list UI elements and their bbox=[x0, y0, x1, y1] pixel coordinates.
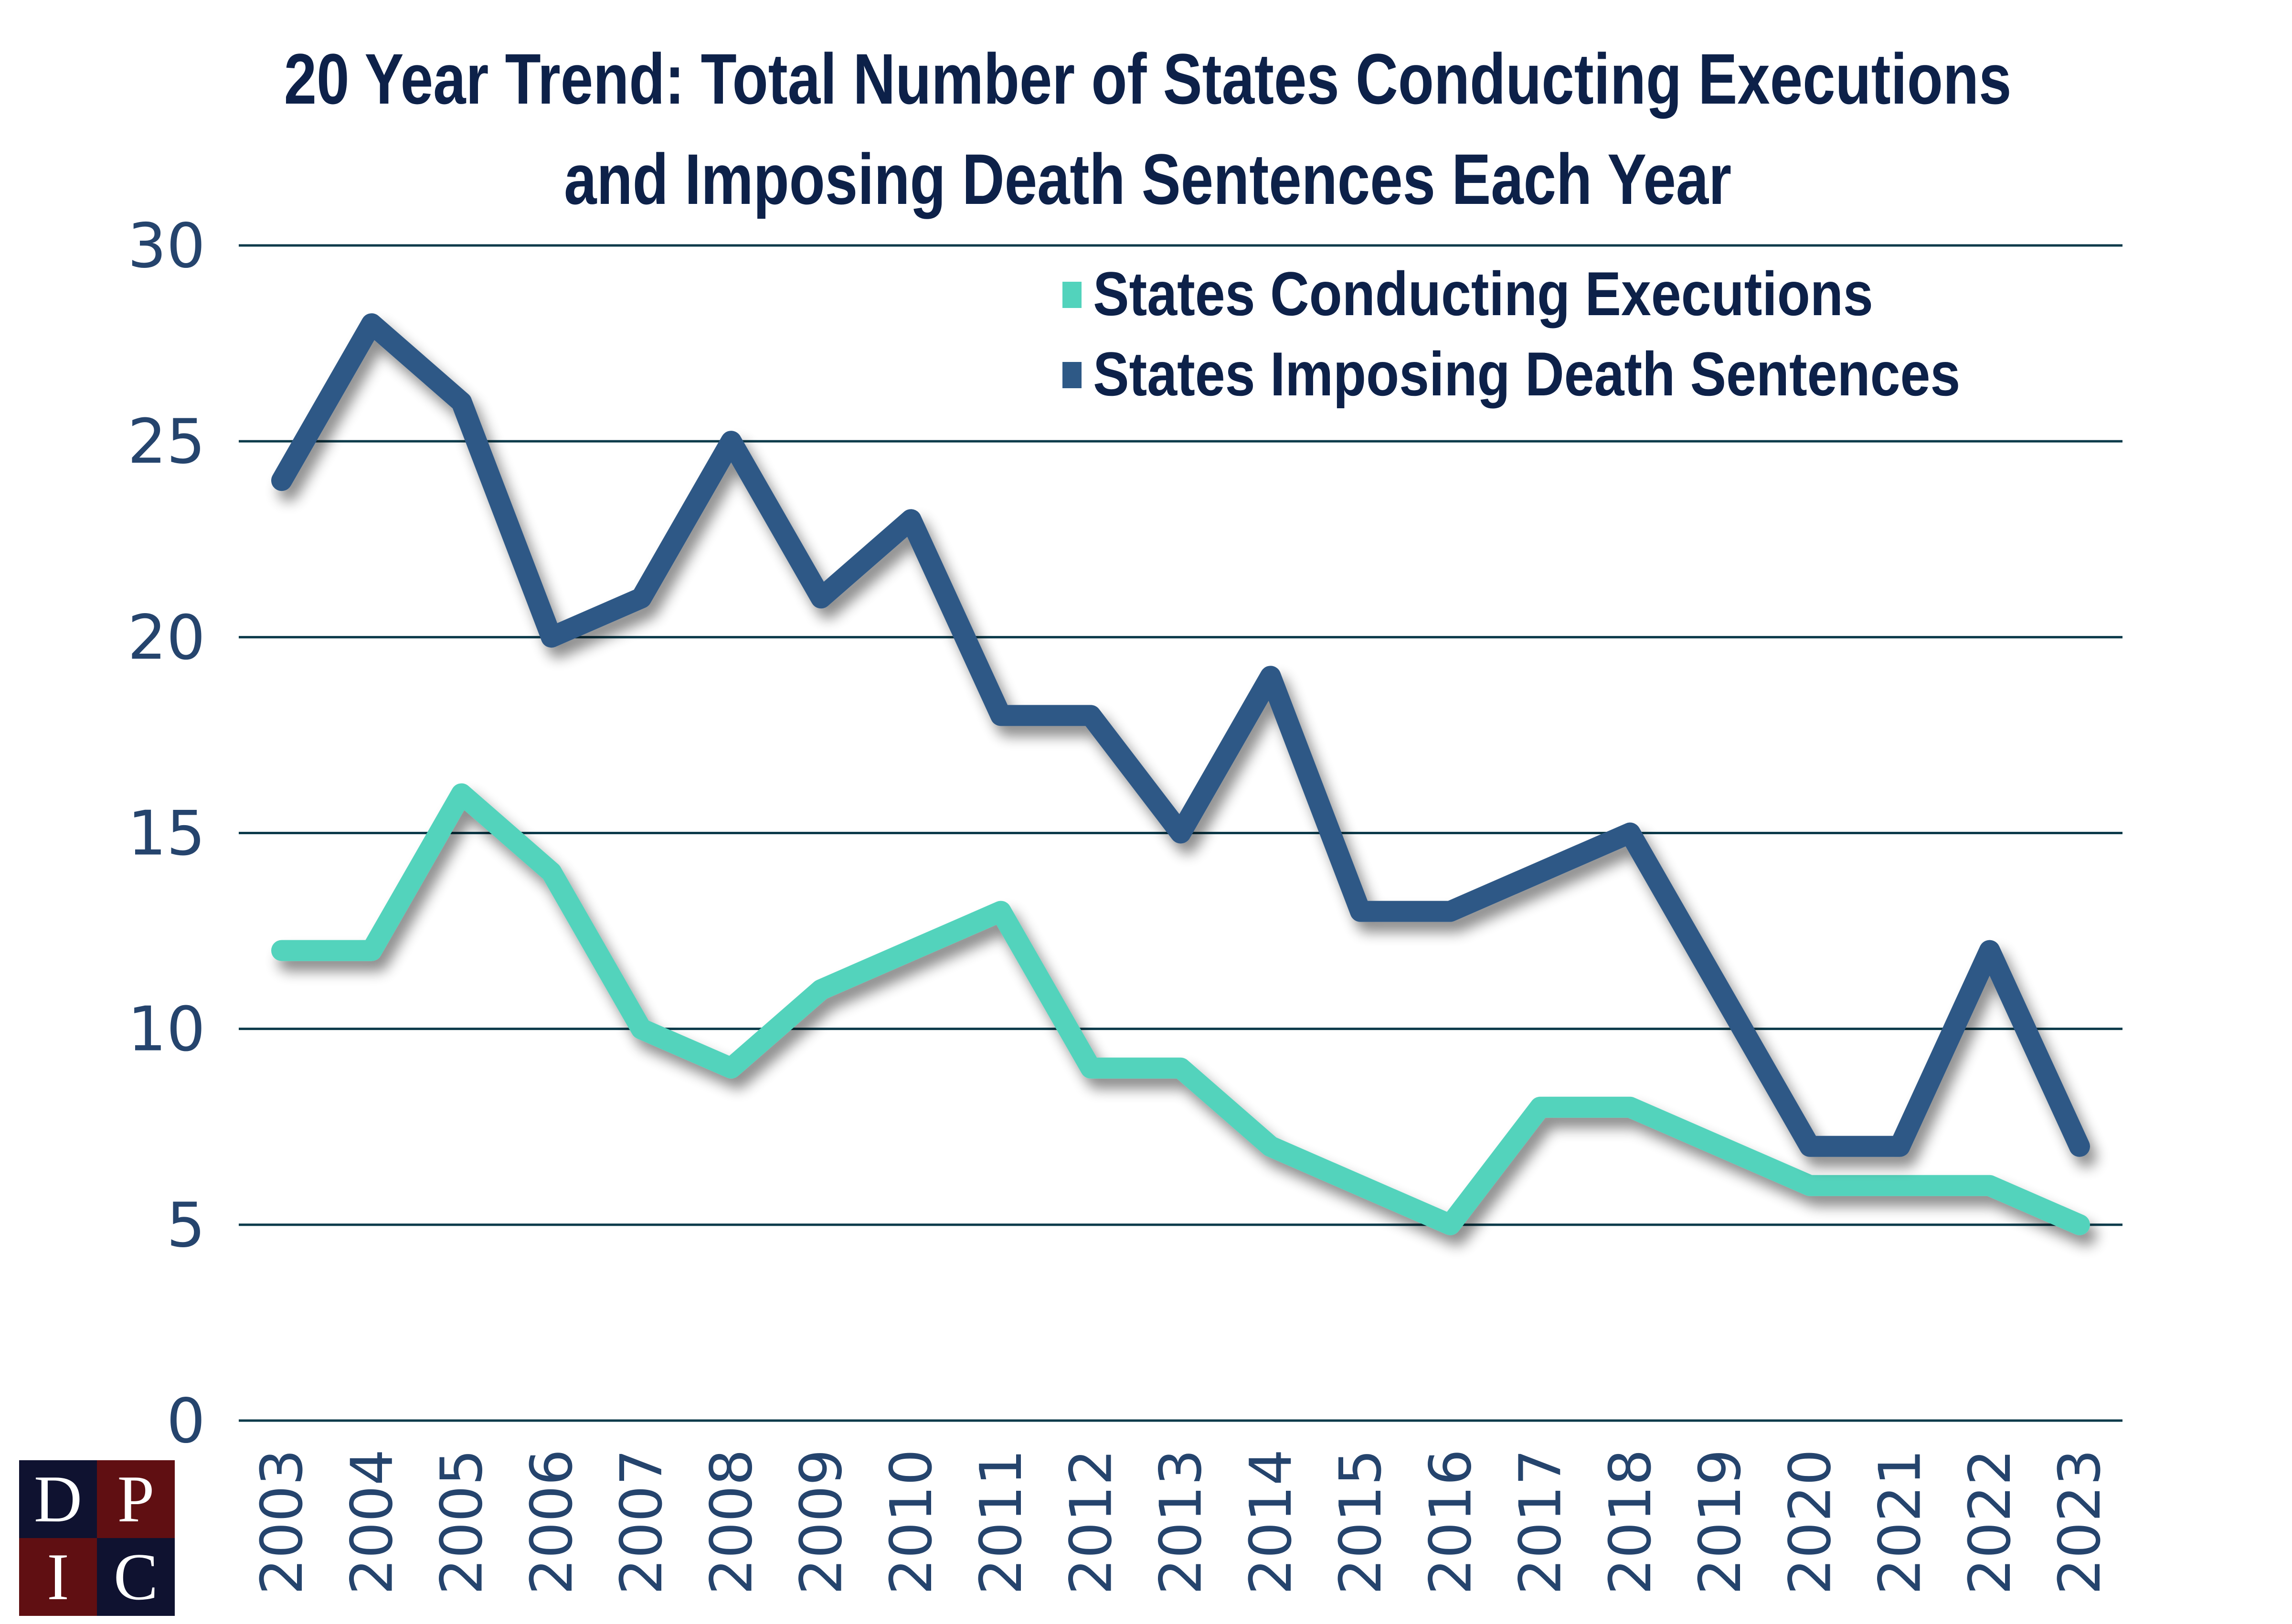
logo-letter-i: I bbox=[19, 1538, 97, 1616]
x-tick-label: 2006 bbox=[519, 1449, 585, 1595]
legend-label: States Conducting Executions bbox=[1093, 259, 1873, 329]
y-tick-label: 15 bbox=[127, 798, 205, 870]
x-tick-label: 2020 bbox=[1777, 1449, 1844, 1595]
chart-title-line-2: and Imposing Death Sentences Each Year bbox=[564, 139, 1732, 219]
x-tick-label: 2023 bbox=[2047, 1449, 2113, 1595]
x-tick-label: 2017 bbox=[1508, 1449, 1574, 1595]
series-executions bbox=[271, 783, 2090, 1235]
x-tick-label: 2003 bbox=[249, 1449, 316, 1595]
logo-letter-c: C bbox=[97, 1538, 175, 1616]
legend: States Conducting Executions States Impos… bbox=[1062, 259, 1960, 409]
x-tick-label: 2019 bbox=[1687, 1449, 1754, 1595]
logo-letter-d: D bbox=[19, 1460, 97, 1538]
chart-title-line-1: 20 Year Trend: Total Number of States Co… bbox=[284, 39, 2012, 119]
y-tick-label: 30 bbox=[127, 211, 205, 282]
x-tick-label: 2015 bbox=[1328, 1449, 1394, 1595]
series-line bbox=[271, 313, 2090, 1157]
legend-swatch bbox=[1062, 362, 1082, 388]
x-tick-label: 2021 bbox=[1868, 1449, 1934, 1595]
y-tick-label: 20 bbox=[127, 602, 205, 673]
x-tick-label: 2012 bbox=[1058, 1449, 1125, 1595]
y-tick-label: 5 bbox=[167, 1190, 205, 1261]
y-tick-label: 10 bbox=[127, 994, 205, 1065]
chart-title: 20 Year Trend: Total Number of States Co… bbox=[208, 29, 2088, 229]
x-tick-label: 2010 bbox=[879, 1449, 945, 1595]
x-tick-label: 2007 bbox=[609, 1449, 675, 1595]
x-tick-label: 2022 bbox=[1957, 1449, 2024, 1595]
y-axis-ticks: 0 5 10 15 20 25 30 bbox=[127, 211, 205, 1457]
y-tick-label: 25 bbox=[127, 406, 205, 478]
x-tick-label: 2011 bbox=[968, 1449, 1035, 1595]
x-axis-ticks: 2003 2004 2005 2006 2007 2008 2009 2010 2011 2012… bbox=[249, 1449, 2113, 1595]
dpic-logo: D P I C bbox=[19, 1460, 175, 1616]
logo-letter-p: P bbox=[97, 1460, 175, 1538]
y-tick-label: 0 bbox=[167, 1386, 205, 1457]
x-tick-label: 2018 bbox=[1598, 1449, 1664, 1595]
series-line bbox=[271, 783, 2090, 1235]
x-tick-label: 2004 bbox=[339, 1449, 405, 1595]
series-lines bbox=[271, 313, 2090, 1235]
legend-swatch bbox=[1062, 282, 1082, 308]
x-tick-label: 2008 bbox=[699, 1449, 765, 1595]
x-tick-label: 2014 bbox=[1238, 1449, 1305, 1595]
legend-label: States Imposing Death Sentences bbox=[1093, 340, 1960, 409]
x-tick-label: 2013 bbox=[1148, 1449, 1215, 1595]
series-death-sentences bbox=[271, 313, 2090, 1157]
x-tick-label: 2005 bbox=[429, 1449, 496, 1595]
x-tick-label: 2009 bbox=[789, 1449, 855, 1595]
x-tick-label: 2016 bbox=[1418, 1449, 1484, 1595]
